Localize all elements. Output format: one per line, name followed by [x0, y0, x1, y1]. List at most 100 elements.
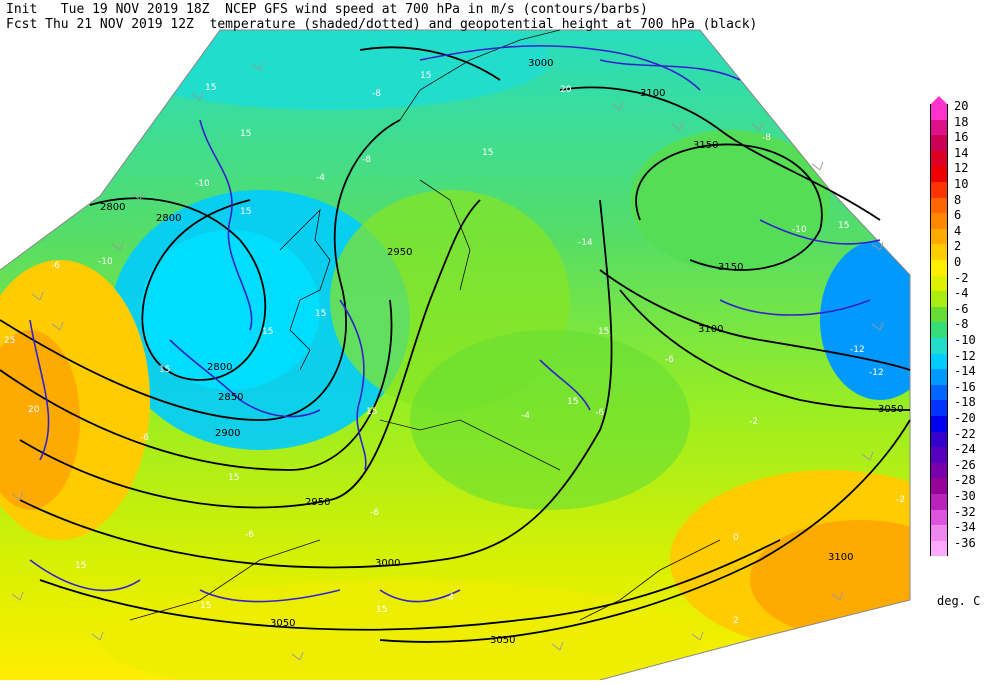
colorbar-tick-label: -12	[954, 348, 976, 363]
colorbar-swatch	[930, 182, 948, 198]
colorbar-tick-label: 12	[954, 161, 969, 176]
colorbar-tick-label: 4	[954, 223, 962, 238]
map-header: Init Tue 19 NOV 2019 18Z NCEP GFS wind s…	[6, 2, 757, 32]
colorbar-swatch	[930, 244, 948, 260]
colorbar-swatch	[930, 509, 948, 526]
temp-label: 2	[733, 616, 739, 626]
temp-label: -4	[521, 411, 530, 421]
wind-label: 15	[159, 365, 170, 375]
colorbar-swatch	[930, 135, 948, 151]
geopotential-height-contours	[0, 46, 911, 643]
colorbar-tick-label: -32	[954, 504, 976, 519]
temp-label: -12	[869, 368, 884, 378]
colorbar-tick-label: -18	[954, 395, 976, 410]
wind-label: 15	[838, 221, 849, 231]
wind-label: 15	[75, 561, 86, 571]
colorbar-tick-label: -34	[954, 520, 976, 535]
temp-label: -6	[665, 355, 674, 365]
colorbar-swatch	[930, 322, 948, 338]
temp-label: -10	[195, 179, 210, 189]
wind-speed-contours	[29, 45, 881, 603]
wind-label: 25	[4, 336, 15, 346]
temp-label: -6	[370, 508, 379, 518]
init-time: Tue 19 NOV 2019 18Z	[60, 2, 210, 17]
height-label: 3100	[828, 552, 853, 563]
fcst-time: Thu 21 NOV 2019 12Z	[45, 17, 194, 32]
colorbar-tick-label: 20	[954, 99, 969, 113]
colorbar-swatch	[930, 150, 948, 167]
colorbar-tick-label: 18	[954, 114, 969, 129]
colorbar-tick-label: -22	[954, 426, 976, 441]
wind-label: 15	[228, 473, 239, 483]
colorbar-tick-label: -16	[954, 379, 976, 394]
colorbar-tick-label: -10	[954, 333, 976, 347]
temp-label: -2	[896, 495, 905, 505]
height-label: 2800	[100, 202, 125, 213]
coastlines	[129, 29, 721, 621]
height-labels: 2800 2800 2800 2850 2900 2950 2950 3000 …	[100, 58, 903, 646]
wind-speed-labels: 15 15 15 15 15 15 15 15 15 15 15 15 20 2…	[4, 71, 849, 615]
colorbar-tick-label: 2	[954, 239, 962, 254]
temperature-labels: -10 -10 -8 -8 -6 -6 -6 -6 -4 -4 -2 0 2 -…	[51, 89, 905, 626]
colorbar-tick-label: -4	[954, 286, 969, 301]
weather-map: 2800 2800 2800 2850 2900 2950 2950 3000 …	[0, 29, 911, 681]
colorbar-swatch	[930, 306, 948, 323]
colorbar-tick-label: 0	[954, 255, 962, 269]
colorbar-swatch	[930, 416, 948, 432]
temp-label: 0	[733, 533, 739, 543]
colorbar-swatch	[930, 166, 948, 182]
colorbar-tick-label: -20	[954, 411, 976, 425]
wind-barbs	[11, 61, 884, 661]
height-label: 2800	[207, 362, 232, 373]
wind-label: 15	[315, 309, 326, 319]
colorbar-swatch	[930, 525, 948, 541]
wind-label: 15	[598, 327, 609, 337]
colorbar-swatch	[930, 494, 948, 510]
height-label: 3000	[375, 558, 400, 569]
height-label: 2950	[305, 497, 330, 508]
colorbar-tick-label: 6	[954, 208, 962, 223]
height-label: 2900	[215, 428, 240, 439]
colorbar-swatch	[930, 384, 948, 401]
colorbar-tick-label: -14	[954, 364, 976, 379]
height-label: 3000	[528, 58, 553, 69]
colorbar-swatch	[930, 338, 948, 354]
colorbar-tick-label: -28	[954, 473, 976, 488]
colorbar-swatch	[930, 197, 948, 214]
temp-label: -14	[578, 238, 593, 248]
colorbar-swatch	[930, 119, 948, 136]
wind-label: 15	[567, 397, 578, 407]
colorbar-tick-label: 16	[954, 130, 969, 145]
wind-label: 15	[200, 601, 211, 611]
temp-label: -6	[51, 261, 60, 271]
height-label: 2850	[218, 392, 243, 403]
height-label: 3100	[640, 88, 665, 99]
colorbar-swatch	[930, 260, 948, 276]
wind-label: 15	[240, 207, 251, 217]
temp-label: -6	[245, 530, 254, 540]
temp-label: -12	[850, 345, 865, 355]
colorbar-swatch	[930, 275, 948, 292]
temp-label: -10	[792, 225, 807, 235]
colorbar-swatch	[930, 104, 948, 120]
colorbar-top-arrow	[930, 96, 948, 105]
temp-label: -4	[445, 593, 454, 603]
colorbar-tick-label: -26	[954, 457, 976, 472]
temperature-shading	[0, 30, 910, 680]
colorbar-tick-label: -6	[954, 301, 969, 316]
colorbar-swatch	[930, 540, 948, 557]
colorbar-tick-label: -24	[954, 442, 976, 457]
height-label: 3050	[878, 404, 903, 415]
colorbar-units: deg. C	[937, 594, 981, 608]
colorbar-tick-label: -2	[954, 270, 969, 285]
temp-label: -8	[362, 155, 371, 165]
wind-label: 15	[240, 129, 251, 139]
temp-label: -8	[372, 89, 381, 99]
wind-label: 15	[262, 327, 273, 337]
height-label: 3050	[270, 618, 295, 629]
title-line-2: temperature (shaded/dotted) and geopoten…	[209, 17, 758, 32]
colorbar-tick-label: 14	[954, 145, 969, 160]
temp-label: -8	[762, 133, 771, 143]
colorbar-swatch	[930, 353, 948, 370]
height-label: 3150	[718, 262, 743, 273]
